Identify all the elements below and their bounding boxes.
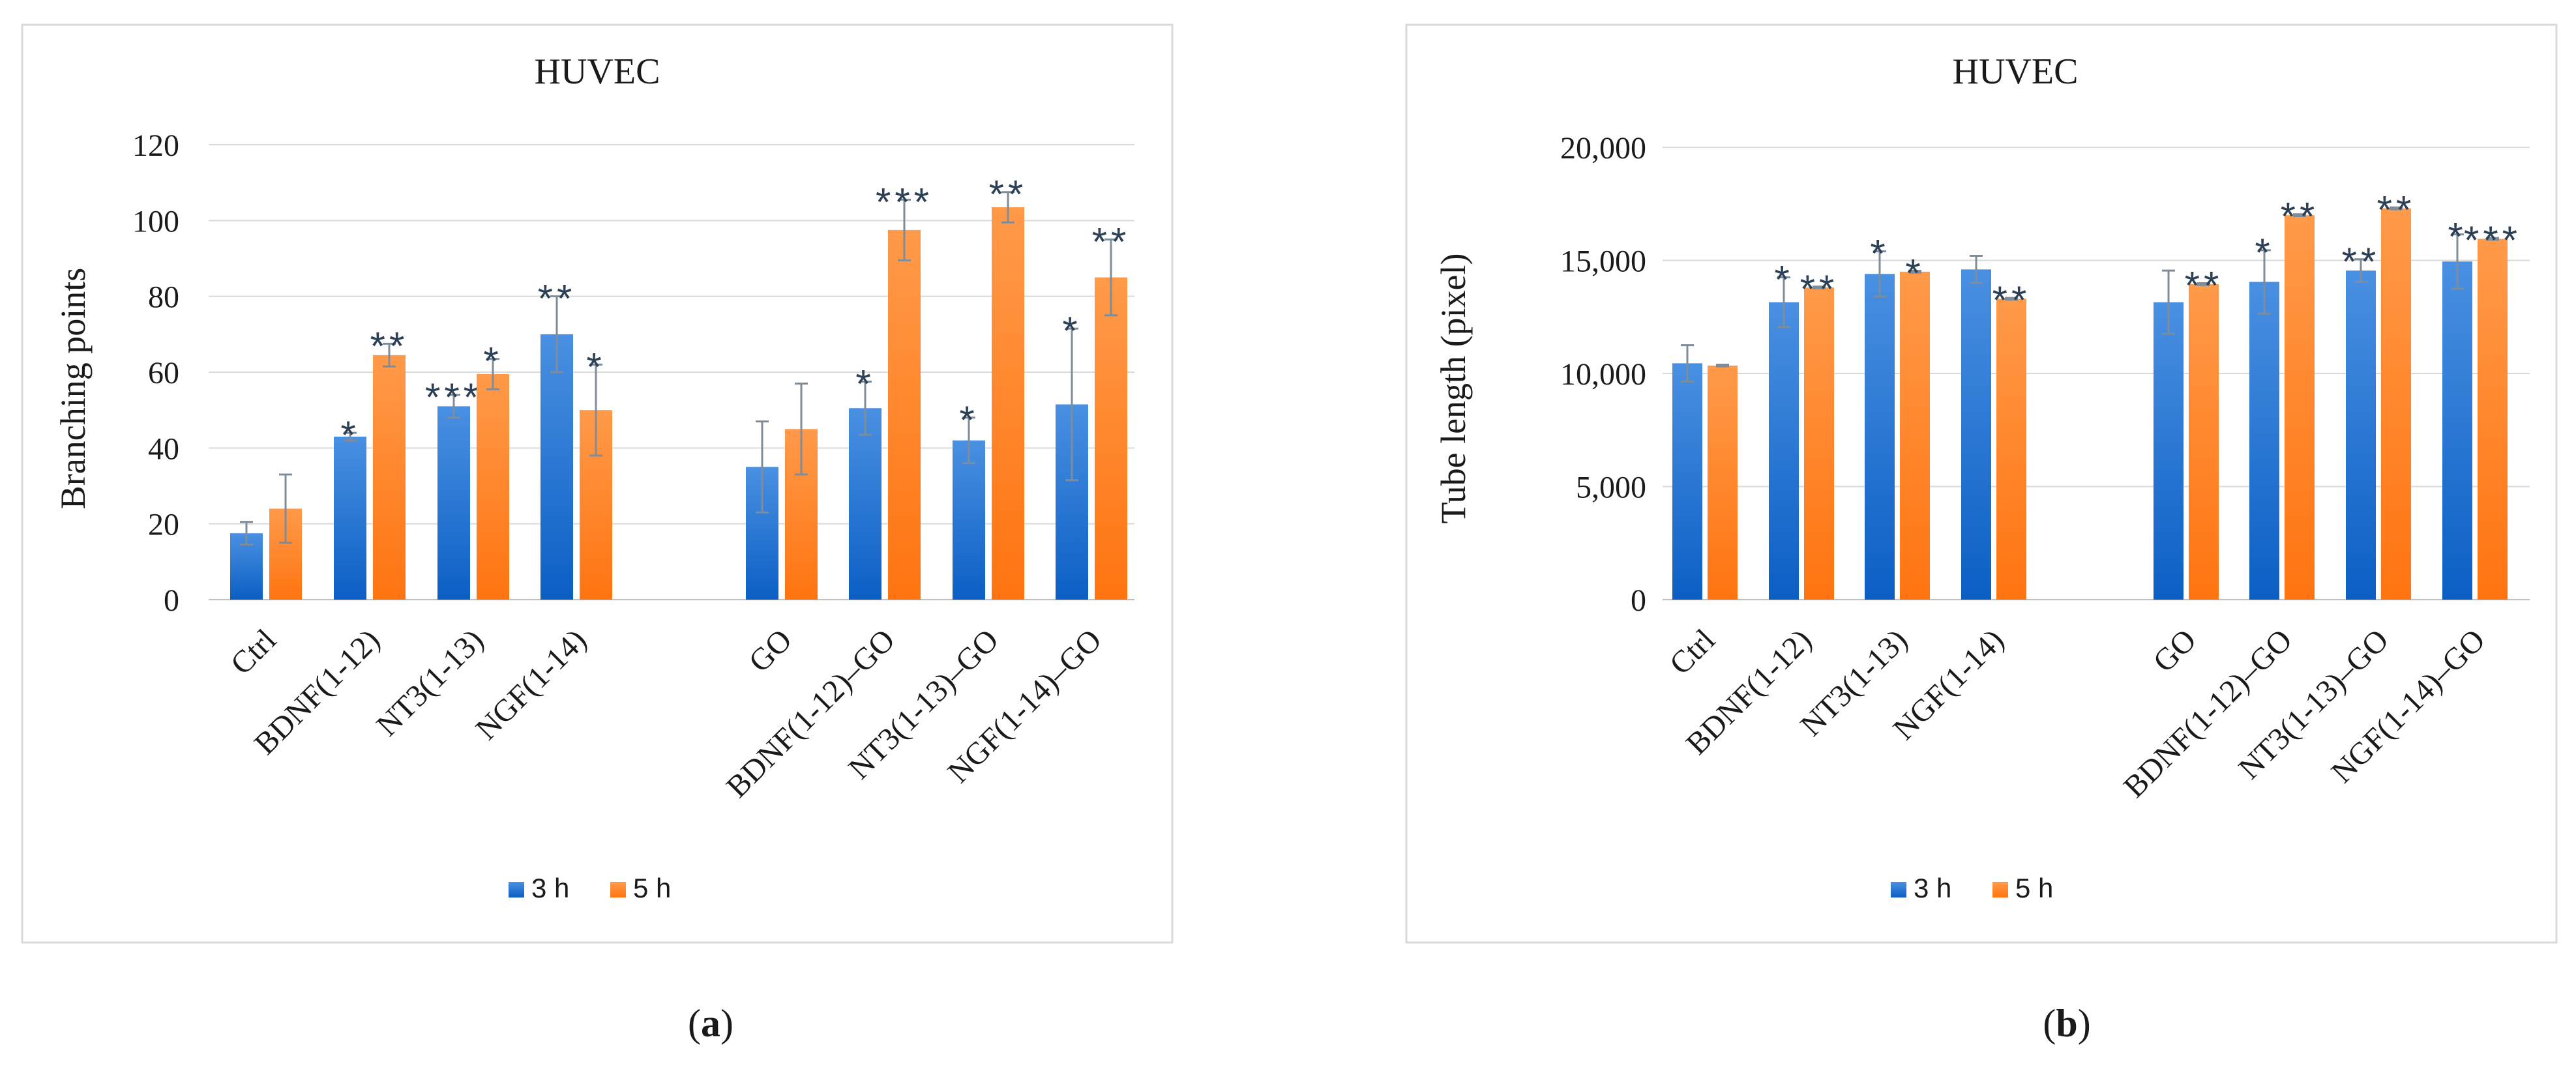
bar-5h-5: [888, 229, 921, 600]
significance-marker: *: [586, 345, 605, 388]
bar-5h-7: [1095, 277, 1127, 600]
y-tick-label: 60: [148, 356, 179, 390]
legend-label-5h-b: 5 h: [2015, 873, 2053, 903]
y-tick-label: 15,000: [1560, 244, 1646, 279]
bar-3h-1: [334, 436, 366, 600]
significance-marker: ***: [876, 180, 933, 224]
bar-3h-5: [849, 408, 881, 600]
bar-5h-6: [2381, 208, 2411, 600]
significance-marker: *: [855, 362, 874, 406]
panel-label-b: (b): [2043, 1002, 2090, 1045]
bar-5h-5: [2285, 215, 2315, 600]
chart-panel-b: HUVEC Tube length (pixel) 0 5,000 10,000 15…: [1405, 23, 2558, 1045]
significance-marker: *: [959, 398, 978, 442]
significance-marker: **: [989, 173, 1028, 216]
chart-title-b: HUVEC: [1953, 51, 2079, 92]
significance-marker: **: [2377, 188, 2416, 231]
y-axis-label-a: Branching points: [53, 268, 93, 509]
significance-marker: **: [2342, 240, 2380, 284]
bar-5h-2: [1900, 271, 1930, 600]
significance-marker: **: [538, 277, 576, 321]
y-tick-label: 20,000: [1560, 131, 1646, 166]
bar-3h-5: [2249, 282, 2279, 600]
significance-marker: **: [2281, 195, 2319, 239]
significance-marker: **: [370, 324, 409, 368]
legend-label-5h-a: 5 h: [633, 873, 671, 903]
bar-3h-7: [2442, 261, 2472, 600]
bar-5h-3: [1996, 299, 2026, 600]
bar-3h-2: [437, 406, 470, 600]
y-ticks-b: 0 5,000 10,000 15,000 20,000: [1560, 131, 1646, 618]
y-tick-label: 0: [1631, 583, 1646, 618]
legend-swatch-5h-a: [610, 882, 626, 897]
panel-letter-a: a: [701, 1002, 720, 1045]
panel-letter-b: b: [2056, 1002, 2077, 1045]
significance-marker: ***: [2464, 218, 2521, 262]
chart-panel-a: HUVEC Branching points 0 20 40 60 80 100 120 *…: [21, 23, 1174, 1045]
bar-3h-1: [1769, 302, 1799, 600]
bar-3h-6: [2346, 270, 2376, 600]
chart-title-a: HUVEC: [535, 51, 660, 92]
legend-a: 3 h 5 h: [509, 873, 671, 903]
bars-a: *********** * **** ****: [230, 173, 1131, 600]
y-tick-label: 20: [148, 508, 179, 542]
significance-marker: *: [1905, 251, 1924, 295]
bar-3h-6: [953, 440, 985, 600]
y-tick-label: 120: [132, 128, 179, 163]
y-tick-label: 10,000: [1560, 357, 1646, 392]
bar-3h-3: [1961, 269, 1991, 600]
bar-5h-0: [1708, 365, 1738, 600]
y-tick-label: 40: [148, 431, 179, 466]
bar-3h-3: [540, 334, 573, 600]
significance-marker: *: [340, 413, 359, 457]
significance-marker: *: [1774, 258, 1793, 302]
y-tick-label: 80: [148, 280, 179, 315]
significance-marker: ***: [425, 375, 482, 419]
bar-3h-4: [2154, 302, 2184, 600]
significance-marker: *: [2448, 215, 2466, 259]
significance-marker: **: [2185, 264, 2223, 308]
legend-swatch-3h-a: [509, 882, 524, 897]
legend-b: 3 h 5 h: [1891, 873, 2053, 903]
significance-marker: *: [1870, 232, 1889, 276]
y-tick-label: 0: [164, 583, 179, 618]
bar-3h-0: [1672, 363, 1702, 600]
bar-3h-2: [1865, 274, 1895, 600]
y-axis-label-b: Tube length (pixel): [1434, 254, 1473, 524]
bar-5h-1: [373, 355, 406, 600]
bar-5h-4: [2189, 284, 2219, 600]
significance-marker: **: [1992, 278, 2031, 322]
significance-marker: *: [1062, 309, 1081, 353]
bar-5h-2: [477, 373, 509, 600]
y-tick-label: 5,000: [1576, 471, 1646, 505]
panel-label-a: (a): [688, 1002, 733, 1045]
bar-5h-6: [992, 207, 1024, 600]
significance-marker: *: [483, 340, 502, 383]
legend-label-3h-a: 3 h: [531, 873, 569, 903]
significance-marker: **: [1800, 267, 1839, 311]
legend-swatch-3h-b: [1891, 882, 1906, 897]
significance-marker: **: [1092, 220, 1131, 263]
legend-label-3h-b: 3 h: [1914, 873, 1951, 903]
bar-5h-7: [2478, 239, 2508, 600]
y-ticks-a: 0 20 40 60 80 100 120: [132, 128, 179, 618]
significance-marker: *: [2255, 231, 2273, 274]
legend-swatch-5h-b: [1992, 882, 2008, 897]
bar-5h-1: [1804, 287, 1834, 600]
bars-b: ** * ***** *** **** *****: [1672, 188, 2521, 600]
y-tick-label: 100: [132, 204, 179, 239]
